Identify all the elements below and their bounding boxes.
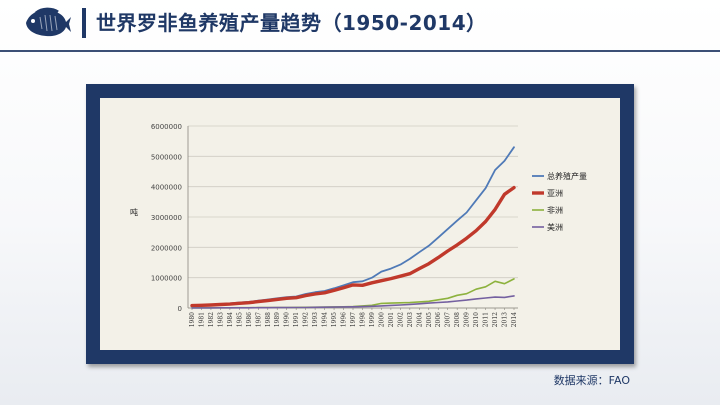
x-tick-label: 2008 bbox=[454, 312, 461, 327]
legend-label-africa: 非洲 bbox=[547, 205, 563, 215]
legend-label-asia: 亚洲 bbox=[547, 189, 563, 198]
y-axis-title: 吨 bbox=[130, 207, 138, 217]
series-line-asia bbox=[190, 185, 516, 308]
x-tick-label: 2003 bbox=[407, 312, 414, 327]
x-tick-label: 1986 bbox=[246, 312, 253, 327]
x-tick-label: 2009 bbox=[464, 312, 471, 327]
header-divider bbox=[0, 50, 720, 52]
legend-label-total: 总养殖产量 bbox=[547, 171, 587, 181]
x-tick-label: 2012 bbox=[492, 312, 499, 327]
x-tick-label: 2004 bbox=[416, 312, 423, 327]
x-tick-label: 2014 bbox=[511, 312, 518, 327]
x-tick-label: 1996 bbox=[341, 312, 348, 327]
x-tick-label: 1987 bbox=[255, 312, 262, 327]
line-chart: 0 1000000 2000000 3000000 4000000 5000000 6000… bbox=[130, 123, 587, 327]
series-line-america bbox=[191, 295, 515, 309]
x-tick-label: 2000 bbox=[378, 312, 385, 327]
x-tick-label: 2010 bbox=[473, 312, 480, 327]
y-tick-label: 2000000 bbox=[151, 244, 182, 252]
x-tick-label: 1985 bbox=[236, 312, 243, 327]
x-tick-label: 2011 bbox=[483, 312, 490, 327]
x-tick-label: 2002 bbox=[397, 312, 404, 327]
data-source-note: 数据来源：FAO bbox=[553, 374, 630, 387]
x-tick-label: 1984 bbox=[227, 312, 234, 327]
x-tick-label: 1989 bbox=[274, 312, 281, 327]
legend-label-america: 美洲 bbox=[547, 222, 563, 232]
page-title: 世界罗非鱼养殖产量趋势（1950-2014） bbox=[96, 11, 487, 35]
x-tick-label: 1993 bbox=[312, 312, 319, 327]
y-tick-label: 6000000 bbox=[151, 123, 182, 131]
chart-panel: 0 1000000 2000000 3000000 4000000 5000000 6000… bbox=[100, 98, 620, 350]
y-tick-label: 0 bbox=[178, 305, 182, 313]
x-tick-label: 1995 bbox=[331, 312, 338, 327]
tilapia-fish-icon bbox=[26, 7, 71, 37]
x-tick-label: 1981 bbox=[198, 312, 205, 327]
x-tick-label: 1982 bbox=[208, 312, 215, 327]
x-tick-label: 1990 bbox=[284, 312, 291, 327]
x-tick-label: 1999 bbox=[369, 312, 376, 327]
series-line-total bbox=[191, 146, 515, 307]
x-tick-label: 1980 bbox=[189, 312, 196, 327]
x-tick-label: 2001 bbox=[388, 312, 395, 327]
x-tick-label: 2007 bbox=[445, 312, 452, 327]
x-tick-label: 1988 bbox=[265, 312, 272, 327]
x-tick-label: 1992 bbox=[303, 312, 310, 327]
x-tick-label: 1994 bbox=[322, 312, 329, 327]
chart-frame: 0 1000000 2000000 3000000 4000000 5000000 6000… bbox=[86, 84, 634, 364]
y-tick-label: 1000000 bbox=[151, 275, 182, 283]
x-tick-label: 2013 bbox=[502, 312, 509, 327]
x-tick-label: 1991 bbox=[293, 312, 300, 327]
y-tick-label: 5000000 bbox=[151, 153, 182, 161]
title-accent-bar bbox=[82, 8, 86, 38]
y-tick-label: 4000000 bbox=[151, 184, 182, 192]
x-tick-label: 1998 bbox=[359, 312, 366, 327]
x-tick-label: 1997 bbox=[350, 312, 357, 327]
x-tick-label: 2005 bbox=[426, 312, 433, 327]
y-tick-label: 3000000 bbox=[151, 214, 182, 222]
x-tick-label: 2006 bbox=[435, 312, 442, 327]
x-tick-label: 1983 bbox=[217, 312, 224, 327]
